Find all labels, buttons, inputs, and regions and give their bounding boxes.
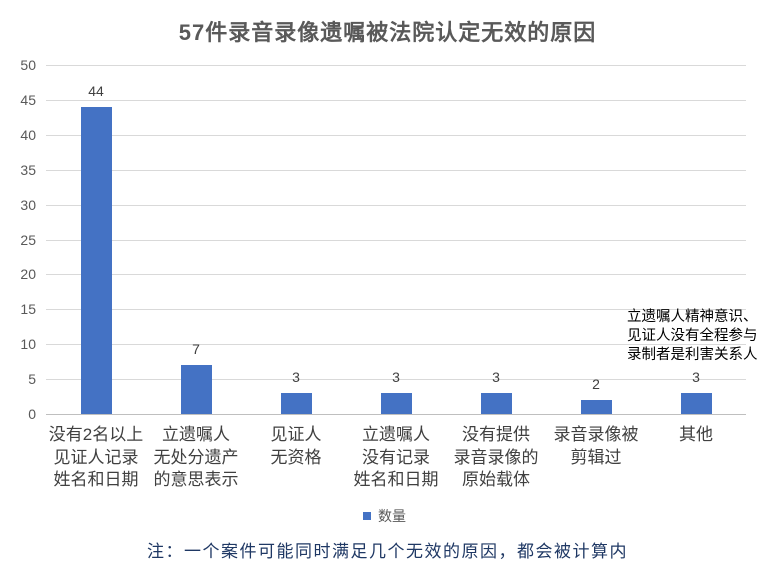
data-label: 3 <box>692 369 700 386</box>
annotation-note: 立遗嘱人精神意识、 见证人没有全程参与 录制者是利害关系人 <box>627 309 758 363</box>
gridline <box>46 100 746 101</box>
y-tick-label: 30 <box>20 196 36 213</box>
y-tick-label: 15 <box>20 301 36 318</box>
category-label: 立遗嘱人 无处分遗产 的意思表示 <box>153 425 239 489</box>
data-label: 3 <box>392 369 400 386</box>
gridline <box>46 274 746 275</box>
category-label: 录音录像被 剪辑过 <box>553 425 639 467</box>
data-label: 2 <box>592 376 600 393</box>
data-label: 3 <box>292 369 300 386</box>
bar-7 <box>680 393 712 414</box>
bar-1 <box>80 106 112 414</box>
gridline <box>46 344 746 345</box>
gridline <box>46 240 746 241</box>
legend: 数量 <box>363 507 423 525</box>
category-label: 立遗嘱人 没有记录 姓名和日期 <box>353 425 439 489</box>
y-tick-label: 0 <box>28 406 36 422</box>
gridline <box>46 65 746 66</box>
plot-area: 0 5 10 15 20 25 30 35 40 45 50 44 7 3 3 3 2 3 没有2名以上 见证人记录… <box>20 57 746 489</box>
gridline <box>46 205 746 206</box>
data-label: 7 <box>192 341 200 358</box>
gridline <box>46 170 746 171</box>
y-tick-label: 35 <box>20 161 36 178</box>
gridline <box>46 309 746 310</box>
bar-4 <box>380 393 412 414</box>
data-label: 44 <box>88 82 104 99</box>
bar-6 <box>580 400 612 414</box>
y-tick-label: 20 <box>20 266 36 283</box>
x-axis-line <box>46 414 746 415</box>
y-tick-label: 45 <box>20 91 36 108</box>
y-tick-label: 5 <box>28 371 36 388</box>
bar-5 <box>480 393 512 414</box>
legend-swatch <box>363 512 371 520</box>
y-tick-label: 40 <box>20 126 36 143</box>
y-tick-label: 25 <box>20 231 36 248</box>
legend-label: 数量 <box>378 508 406 524</box>
y-tick-label: 10 <box>20 336 36 353</box>
category-label: 见证人 无资格 <box>270 425 322 467</box>
category-label: 其他 <box>679 425 713 444</box>
y-tick-label: 50 <box>20 57 36 73</box>
chart-title: 57件录音录像遗嘱被法院认定无效的原因 <box>178 20 597 45</box>
bar-2 <box>180 365 212 414</box>
gridline <box>46 135 746 136</box>
data-label: 3 <box>492 369 500 386</box>
bar-3 <box>280 393 312 414</box>
category-label: 没有2名以上 见证人记录 姓名和日期 <box>48 425 144 489</box>
footnote: 注：一个案件可能同时满足几个无效的原因，都会被计算内 <box>147 542 628 561</box>
gridline <box>46 379 746 380</box>
category-label: 没有提供 录音录像的 原始载体 <box>453 425 539 489</box>
